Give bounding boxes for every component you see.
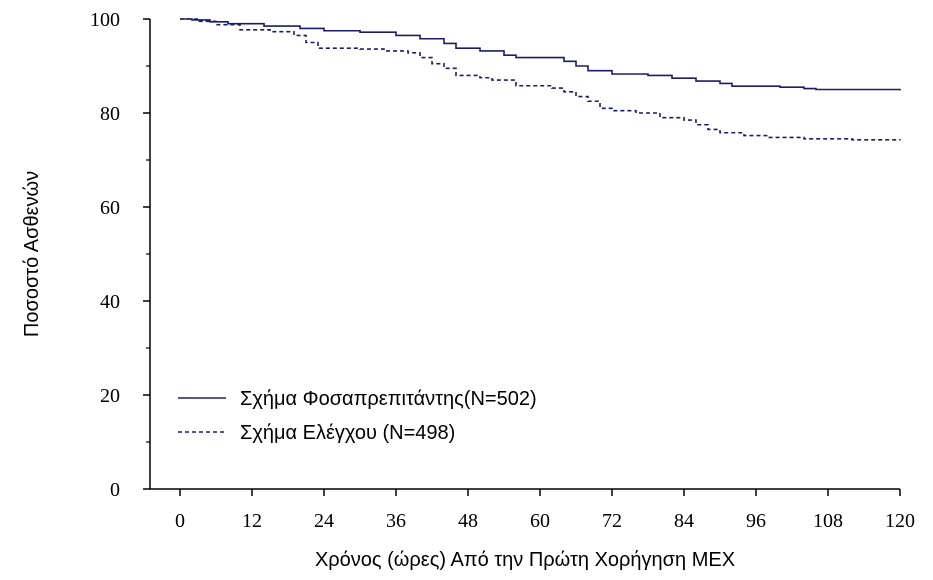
y-tick-label: 100 xyxy=(90,9,120,31)
x-tick-label: 108 xyxy=(813,510,843,532)
x-tick-label: 12 xyxy=(242,510,262,532)
x-tick-label: 0 xyxy=(175,510,185,532)
x-tick-label: 60 xyxy=(530,510,550,532)
x-tick-label: 72 xyxy=(602,510,622,532)
survival-line xyxy=(180,18,901,141)
y-tick-label: 20 xyxy=(100,385,120,407)
legend-label: Σχήμα Ελέγχου (N=498) xyxy=(240,422,455,444)
y-tick-label: 0 xyxy=(110,479,120,501)
y-tick-label: 60 xyxy=(100,197,120,219)
y-tick-label: 80 xyxy=(100,103,120,125)
x-tick-label: 120 xyxy=(885,510,915,532)
y-tick-label: 40 xyxy=(100,291,120,313)
x-tick-label: 48 xyxy=(458,510,478,532)
x-tick-label: 84 xyxy=(674,510,694,532)
x-axis-label: Χρόνος (ώρες) Από την Πρώτη Χορήγηση ΜΕΧ xyxy=(315,549,735,571)
x-tick-label: 36 xyxy=(386,510,406,532)
survival-line xyxy=(180,18,901,91)
y-axis-label: Ποσοστό Ασθενών xyxy=(21,171,43,337)
x-tick-label: 96 xyxy=(746,510,766,532)
x-tick-label: 24 xyxy=(314,510,334,532)
legend-label: Σχήμα Φοσαπρεπιτάντης(N=502) xyxy=(240,388,537,410)
